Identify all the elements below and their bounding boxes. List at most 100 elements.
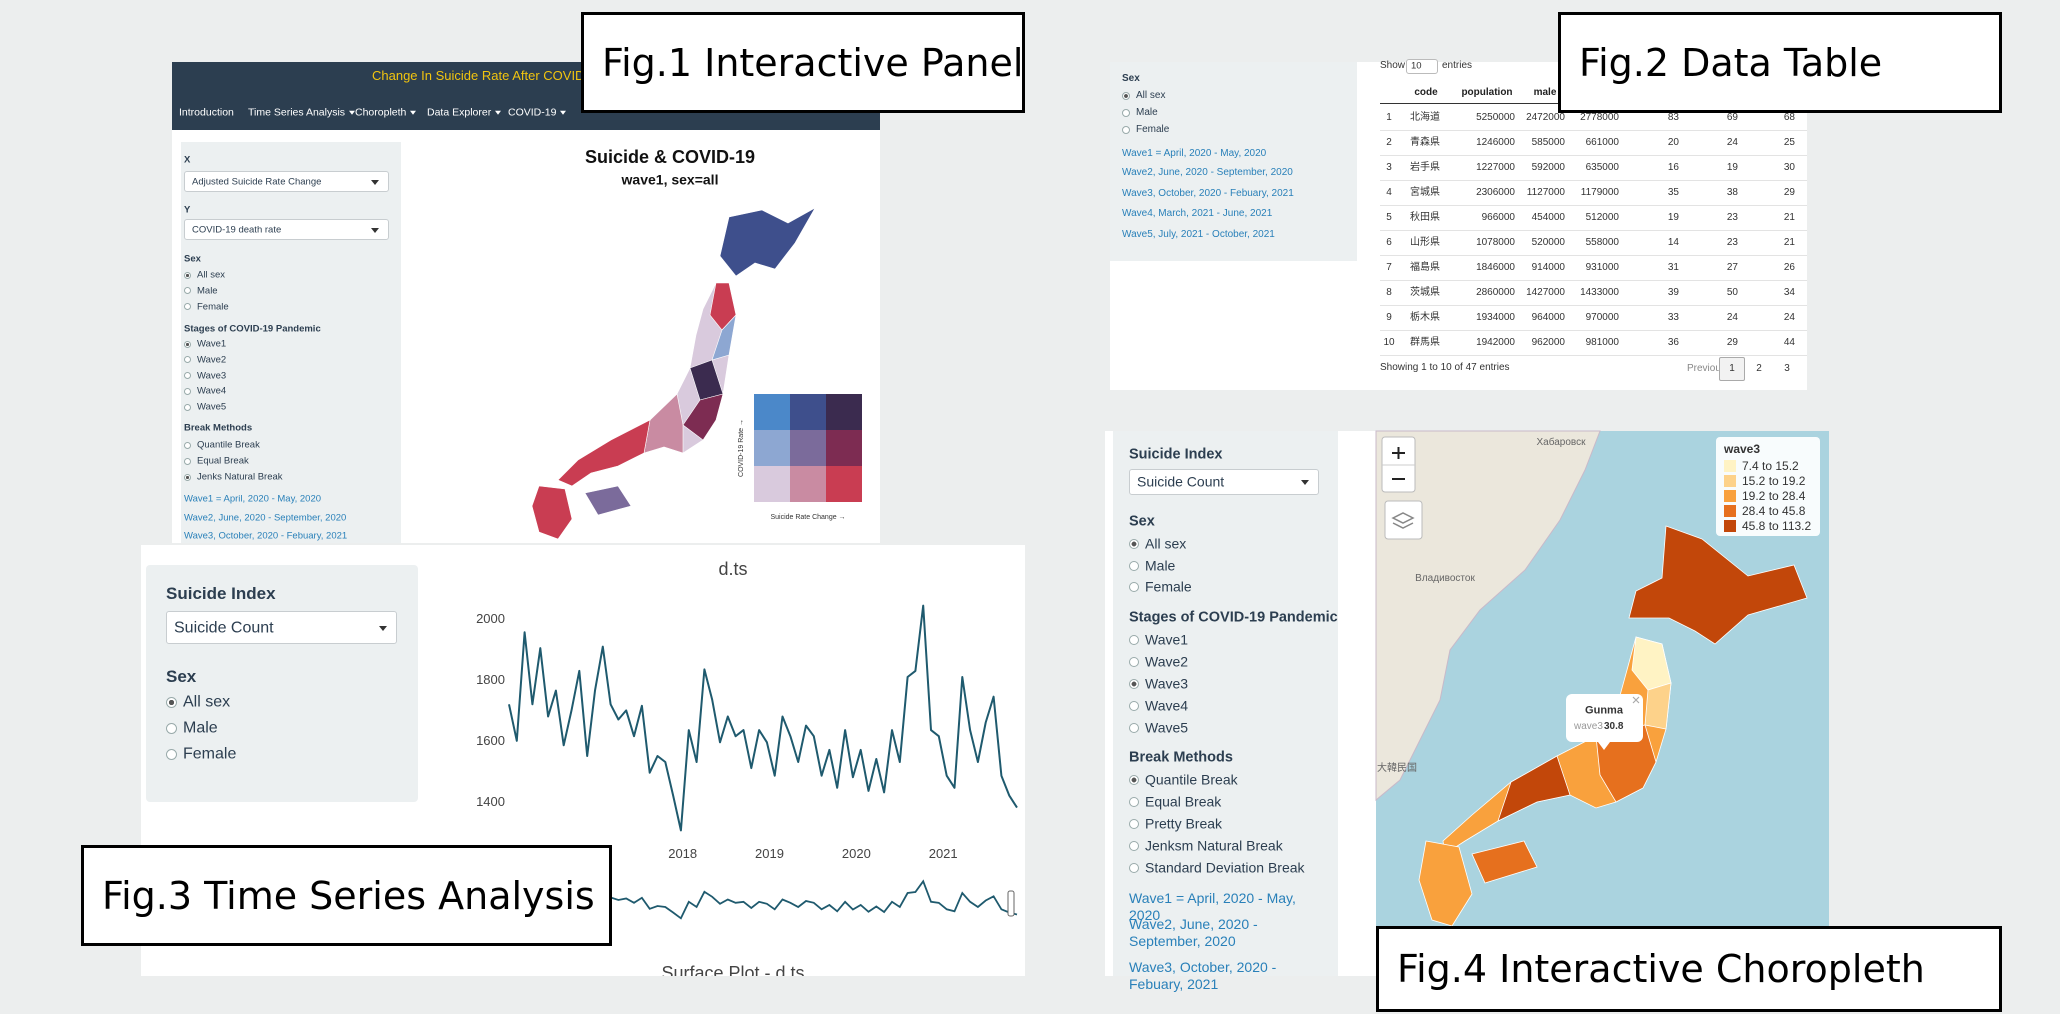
radio-button[interactable] — [184, 457, 191, 465]
radio-label: All sex — [197, 269, 225, 281]
legend-title: wave3 — [1724, 441, 1761, 456]
radio-button[interactable] — [1129, 679, 1139, 689]
radio-button[interactable] — [184, 340, 191, 348]
japan-region — [1595, 724, 1657, 803]
radio-button[interactable] — [1129, 657, 1139, 667]
radio-button[interactable] — [1129, 560, 1139, 571]
radio-button[interactable] — [1122, 109, 1130, 117]
radio-button[interactable] — [184, 287, 191, 295]
legend-swatch — [1724, 505, 1736, 517]
figure-caption: Fig.3 Time Series Analysis — [81, 845, 612, 946]
table-cell: 964000 — [1531, 311, 1565, 323]
map-region — [584, 485, 632, 516]
wave-note: Wave3, October, 2020 - Febuary, 2021 — [184, 530, 348, 542]
radio-button[interactable] — [1129, 819, 1139, 829]
wave-note: Wave2, June, 2020 - September, 2020 — [184, 512, 347, 524]
radio-button[interactable] — [1129, 582, 1139, 592]
table-cell: 512000 — [1585, 211, 1619, 223]
layers-control[interactable] — [1384, 500, 1423, 540]
radio-label: Female — [1136, 124, 1170, 135]
radio-button[interactable] — [1122, 126, 1130, 134]
radio-button[interactable] — [184, 473, 191, 481]
radio-button[interactable] — [184, 441, 191, 449]
legend-swatch — [1724, 460, 1736, 472]
table-cell: 16 — [1667, 161, 1679, 173]
table-cell: 6 — [1386, 236, 1392, 248]
radio-button[interactable] — [1129, 701, 1139, 711]
table-cell: 21 — [1783, 236, 1795, 248]
legend-box — [1716, 437, 1820, 536]
nav-item[interactable]: Choropleth — [355, 107, 416, 120]
radio-button[interactable] — [184, 403, 191, 411]
radio-button[interactable] — [166, 696, 177, 708]
select-input[interactable] — [184, 171, 389, 192]
x-tick-label: 2020 — [841, 846, 871, 862]
radio-button[interactable] — [184, 271, 191, 279]
table-cell: 1078000 — [1476, 236, 1515, 248]
table-cell: 19 — [1667, 211, 1679, 223]
table-cell: 23 — [1726, 211, 1738, 223]
radio-label: Wave3 — [197, 369, 227, 381]
pagination-page[interactable]: 3 — [1784, 363, 1790, 374]
legend-cell — [754, 466, 790, 502]
row-rule — [1380, 179, 1807, 181]
radio-button[interactable] — [166, 722, 177, 734]
radio-label: Wave2 — [197, 354, 227, 366]
table-cell: 10 — [1383, 336, 1395, 348]
length-select[interactable] — [1406, 59, 1438, 74]
wave-note: Wave4, March, 2021 - June, 2021 — [1122, 208, 1273, 219]
map-region — [711, 314, 737, 361]
y-tick-label: 1800 — [476, 672, 505, 688]
table-cell: 966000 — [1481, 211, 1515, 223]
select-input[interactable] — [184, 219, 389, 240]
select-input[interactable] — [166, 611, 397, 644]
length-label: entries — [1442, 60, 1473, 71]
pagination-previous[interactable]: Previous — [1687, 363, 1726, 374]
radio-button[interactable] — [184, 303, 191, 311]
wave-note: Wave2, June, 2020 - September, 2020 — [1129, 916, 1258, 949]
nav-item[interactable]: Data Explorer — [427, 107, 501, 120]
radio-button[interactable] — [1129, 797, 1139, 807]
radio-button[interactable] — [1122, 92, 1130, 100]
pagination-page[interactable]: 2 — [1756, 363, 1762, 374]
next-chart-title: Surface Plot - d.ts — [661, 963, 805, 976]
pagination-current[interactable] — [1719, 357, 1745, 381]
data-graphics — [508, 394, 1018, 920]
select-input[interactable] — [1129, 469, 1319, 495]
nav-item[interactable]: Time Series Analysis — [248, 107, 355, 120]
radio-button[interactable] — [1129, 539, 1139, 549]
chart-title: d.ts — [718, 559, 748, 580]
popup-close[interactable] — [1632, 696, 1640, 704]
legend-label: 28.4 to 45.8 — [1742, 503, 1806, 518]
fig4-sidebar — [1113, 431, 1338, 976]
row-rule — [1380, 130, 1807, 131]
radio-button[interactable] — [166, 748, 177, 760]
pagination-page[interactable]: 1 — [1729, 363, 1735, 374]
nav-item[interactable]: Introduction — [179, 106, 234, 119]
radio-button[interactable] — [1129, 635, 1139, 645]
table-cell: 69 — [1726, 112, 1738, 123]
input-label: Sex — [184, 253, 201, 265]
row-rule — [1380, 204, 1807, 206]
radio-button[interactable] — [184, 387, 191, 395]
table-cell: 秋田県 — [1410, 211, 1440, 223]
map-region — [719, 207, 816, 277]
radio-button[interactable] — [184, 356, 191, 364]
nav-item[interactable]: COVID-19 — [508, 107, 566, 120]
input-label: Sex — [1122, 73, 1140, 84]
column-header: male — [1533, 87, 1557, 98]
radio-button[interactable] — [184, 372, 191, 380]
column-header: code — [1414, 87, 1438, 98]
wave-note: Wave3, October, 2020 - Febuary, 2021 — [1129, 959, 1277, 992]
row-rule — [1380, 354, 1807, 356]
radio-button[interactable] — [1129, 863, 1139, 873]
radio-button[interactable] — [1129, 723, 1139, 733]
radio-button[interactable] — [1129, 841, 1139, 851]
japan-region — [1471, 840, 1538, 884]
table-cell: 1942000 — [1476, 336, 1515, 348]
wave-note: Wave1 = April, 2020 - May, 2020 — [1129, 890, 1296, 923]
table-cell: 31 — [1667, 261, 1679, 273]
radio-button[interactable] — [1129, 775, 1139, 785]
